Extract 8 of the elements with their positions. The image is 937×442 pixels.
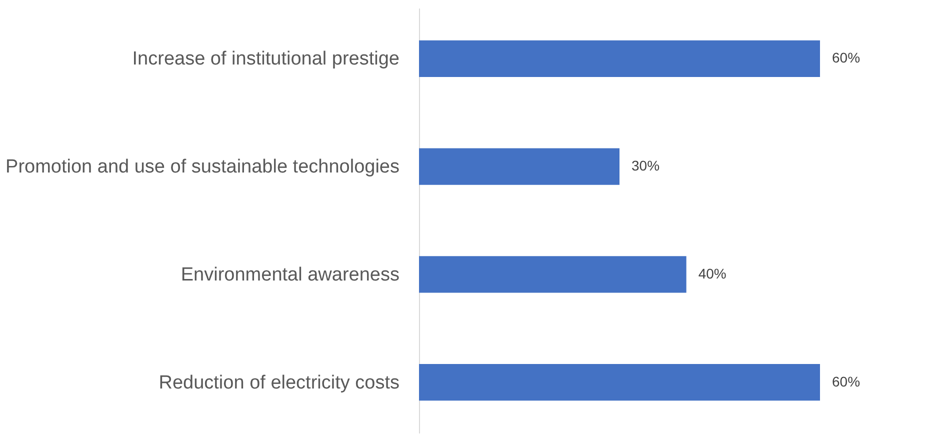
data-label: 60% <box>832 50 860 66</box>
data-label: 30% <box>632 158 660 174</box>
y-tick-label: Increase of institutional prestige <box>132 48 400 70</box>
y-tick-label: Promotion and use of sustainable technologies <box>6 156 400 178</box>
data-label: 40% <box>698 265 726 282</box>
y-tick-label: Environmental awareness <box>180 264 400 286</box>
data-label: 60% <box>832 373 860 390</box>
y-tick-label: Reduction of electricity costs <box>158 372 400 394</box>
